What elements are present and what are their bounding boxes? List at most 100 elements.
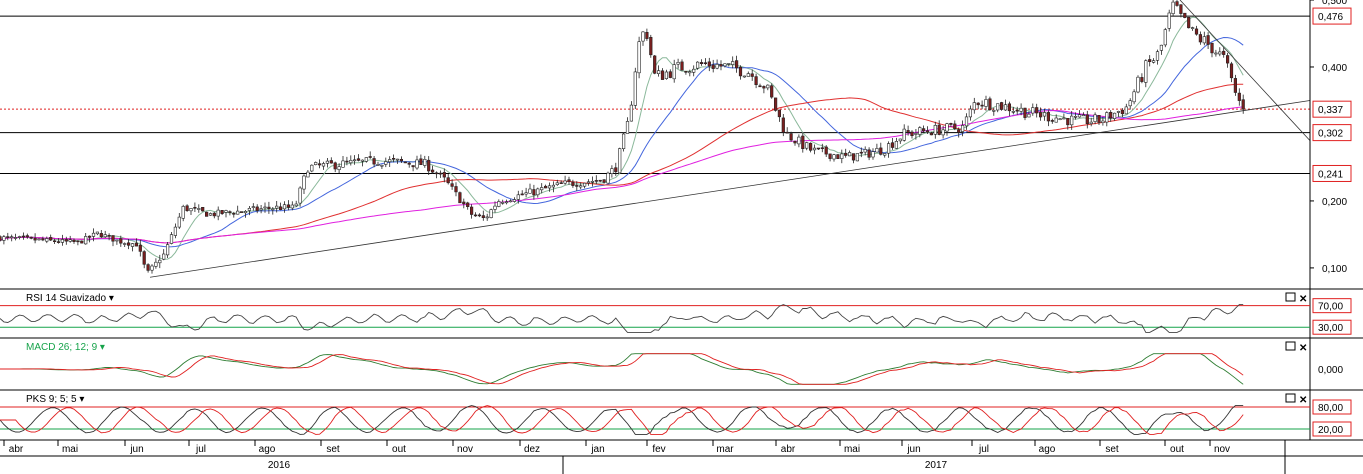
indicator-level-label: 30,00 bbox=[1318, 323, 1343, 334]
candle bbox=[201, 207, 205, 212]
indicator-panel[interactable]: PKS 9; 5; 5 ▾ ✕ 80,00 20,00 bbox=[0, 389, 1363, 437]
maximize-icon[interactable] bbox=[1285, 341, 1296, 351]
month-label: fev bbox=[652, 444, 665, 455]
candle bbox=[37, 238, 41, 241]
candle bbox=[1066, 118, 1070, 130]
candle bbox=[208, 212, 213, 216]
price-level-label: 0,302 bbox=[1318, 129, 1343, 140]
close-icon[interactable]: ✕ bbox=[1299, 343, 1307, 354]
month-label: set bbox=[326, 444, 340, 455]
candle bbox=[1035, 103, 1039, 118]
candle bbox=[906, 125, 910, 136]
indicator-panel[interactable]: MACD 26; 12; 9 ▾ ✕ 0,000 bbox=[0, 337, 1363, 385]
candle bbox=[793, 140, 797, 146]
candle bbox=[614, 162, 618, 176]
candle bbox=[1218, 47, 1222, 57]
candle bbox=[672, 59, 676, 83]
indicator-level-box bbox=[1312, 421, 1352, 437]
candle bbox=[6, 232, 10, 241]
maximize-icon[interactable] bbox=[1285, 292, 1296, 302]
candle bbox=[1007, 101, 1011, 116]
price-tick-label: 0,100 bbox=[1322, 264, 1347, 275]
price-level-box bbox=[1312, 100, 1352, 118]
candle bbox=[645, 28, 649, 41]
candle bbox=[25, 233, 29, 239]
month-label: dez bbox=[524, 444, 540, 455]
candle bbox=[1062, 113, 1066, 120]
candle bbox=[111, 235, 115, 247]
candle bbox=[411, 165, 415, 172]
month-label: mai bbox=[844, 444, 860, 455]
candle bbox=[972, 97, 976, 114]
indicator-panel[interactable]: RSI 14 Suavizado ▾ ✕ 70,00 30,00 bbox=[0, 288, 1363, 335]
candle bbox=[734, 55, 739, 73]
candle bbox=[762, 85, 766, 94]
month-label: out bbox=[1170, 444, 1184, 455]
price-level-box bbox=[1312, 7, 1352, 25]
price-panel[interactable] bbox=[0, 0, 1311, 288]
indicator-title[interactable]: MACD 26; 12; 9 ▾ bbox=[26, 342, 105, 353]
candle bbox=[368, 151, 372, 159]
candle bbox=[688, 69, 692, 77]
indicator-level-label: 0,000 bbox=[1318, 365, 1343, 376]
candle bbox=[255, 204, 259, 214]
candle bbox=[1093, 112, 1097, 125]
close-icon[interactable]: ✕ bbox=[1299, 395, 1307, 406]
indicator-signal-line bbox=[0, 405, 1244, 435]
candle bbox=[750, 69, 754, 81]
price-level-label: 0,476 bbox=[1318, 12, 1343, 23]
candle bbox=[162, 249, 166, 261]
candle bbox=[197, 204, 201, 213]
candle bbox=[142, 250, 146, 269]
candle bbox=[169, 232, 174, 245]
candle bbox=[851, 153, 856, 164]
candle bbox=[1070, 111, 1074, 130]
candle bbox=[1167, 9, 1171, 32]
candle bbox=[298, 186, 302, 207]
candle bbox=[314, 161, 318, 166]
indicator-title[interactable]: PKS 9; 5; 5 ▾ bbox=[26, 394, 84, 405]
indicator-level-box bbox=[1312, 298, 1352, 314]
candle bbox=[575, 181, 579, 191]
candle bbox=[1081, 112, 1085, 117]
candle bbox=[372, 156, 376, 168]
candle bbox=[282, 201, 287, 213]
candle bbox=[99, 230, 103, 238]
candle bbox=[321, 161, 326, 170]
candle bbox=[1171, 0, 1175, 16]
candle bbox=[586, 179, 591, 186]
month-label: jul bbox=[978, 444, 989, 455]
close-icon[interactable]: ✕ bbox=[1299, 294, 1307, 305]
candle bbox=[832, 153, 836, 162]
candle bbox=[1124, 103, 1128, 115]
candle bbox=[563, 175, 567, 185]
candle bbox=[840, 149, 844, 164]
candle bbox=[504, 199, 509, 205]
candle bbox=[699, 59, 704, 66]
candle bbox=[185, 204, 189, 212]
candle bbox=[727, 63, 731, 67]
candle bbox=[1042, 108, 1047, 121]
candle bbox=[629, 101, 633, 122]
candle bbox=[781, 114, 785, 137]
indicator-title[interactable]: RSI 14 Suavizado ▾ bbox=[26, 293, 114, 304]
candle bbox=[653, 55, 657, 75]
candle bbox=[1191, 26, 1195, 31]
candle bbox=[434, 171, 439, 179]
candle bbox=[60, 234, 64, 246]
candle bbox=[52, 238, 57, 244]
candle bbox=[2, 235, 6, 245]
candle bbox=[980, 100, 984, 110]
maximize-icon[interactable] bbox=[1285, 393, 1296, 403]
candle bbox=[329, 157, 333, 164]
candle bbox=[1140, 73, 1144, 84]
candle bbox=[91, 228, 96, 242]
candle bbox=[403, 161, 407, 164]
candle bbox=[660, 68, 665, 80]
candle bbox=[17, 235, 22, 240]
candle bbox=[606, 171, 610, 184]
candle bbox=[1202, 31, 1206, 46]
candle bbox=[754, 73, 758, 89]
candle bbox=[847, 150, 852, 157]
